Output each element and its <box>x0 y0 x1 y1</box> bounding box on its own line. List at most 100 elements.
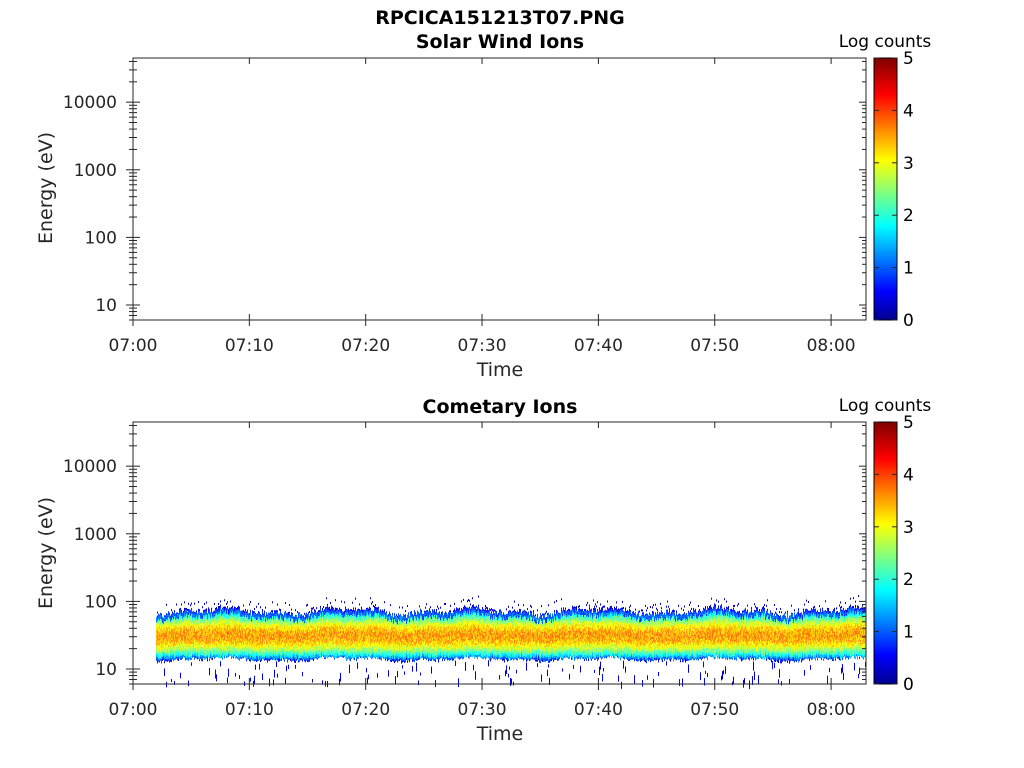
spectrogram-cell <box>209 628 210 631</box>
spectrogram-cell <box>229 647 230 650</box>
spectrogram-cell <box>189 623 190 626</box>
spectrogram-cell <box>157 619 158 622</box>
spectrogram-cell <box>280 633 281 635</box>
spectrogram-cell <box>309 653 310 656</box>
spectrogram-cell <box>268 638 269 641</box>
spectrogram-cell <box>240 638 241 641</box>
spectrogram-cell <box>274 638 275 641</box>
spectrogram-cell <box>265 617 266 620</box>
spectrogram-cell <box>168 623 169 626</box>
spectrogram-cell <box>178 616 179 619</box>
spectrogram-cell <box>244 619 245 622</box>
spectrogram-cell <box>337 632 338 635</box>
spectrogram-cell <box>320 651 321 654</box>
spectrogram-cell <box>181 648 182 650</box>
spectrogram-cell <box>196 652 197 655</box>
spectrogram-cell <box>297 651 298 654</box>
spectrogram-cell <box>280 655 281 657</box>
spectrogram-cell <box>313 624 314 627</box>
spectrogram-cell <box>202 649 203 652</box>
spectrogram-cell <box>275 616 276 619</box>
spectrogram-cell <box>196 640 197 643</box>
spectrogram-cell <box>201 612 202 615</box>
spectrogram-cell <box>257 615 258 618</box>
spectrogram-cell <box>193 633 194 636</box>
spectrogram-cell <box>297 643 298 646</box>
spectrogram-cell <box>244 651 245 654</box>
spectrogram-cell <box>332 628 333 631</box>
spectrogram-cell <box>289 623 290 626</box>
spectrogram-cell <box>161 651 162 654</box>
spectrogram-cell <box>236 630 237 633</box>
spectrogram-cell <box>175 653 176 656</box>
spectrogram-cell <box>162 630 163 633</box>
spectrogram-cell <box>215 625 216 628</box>
spectrogram-cell <box>269 678 270 687</box>
spectrogram-cell <box>221 629 222 632</box>
spectrogram-cell <box>222 639 223 642</box>
spectrogram-cell <box>283 619 284 622</box>
spectrogram-cell <box>346 642 347 645</box>
spectrogram-cell <box>328 611 329 614</box>
spectrogram-cell <box>305 658 306 661</box>
spectrogram-cell <box>176 626 177 629</box>
spectrogram-cell <box>236 652 237 655</box>
spectrogram-cell <box>215 649 216 652</box>
spectrogram-cell <box>325 615 326 618</box>
spectrogram-cell <box>333 607 334 610</box>
spectrogram-cell <box>245 612 246 615</box>
spectrogram-cell <box>187 647 188 650</box>
spectrogram-cell <box>286 643 287 645</box>
spectrogram-cell <box>246 633 247 636</box>
spectrogram-cell <box>326 650 327 653</box>
spectrogram-cell <box>190 639 191 642</box>
spectrogram-cell <box>229 627 230 630</box>
spectrogram-cell <box>159 656 160 659</box>
spectrogram-cell <box>190 625 191 628</box>
spectrogram-cell <box>227 638 228 640</box>
spectrogram-cell <box>323 618 324 621</box>
spectrogram-cell <box>220 626 221 629</box>
spectrogram-cell <box>188 656 189 659</box>
spectrogram-cell <box>220 604 221 607</box>
spectrogram-cell <box>212 658 213 661</box>
spectrogram-cell <box>219 606 220 608</box>
spectrogram-cell <box>221 653 222 656</box>
spectrogram-cell <box>164 651 165 654</box>
spectrogram-cell <box>256 656 257 658</box>
spectrogram-cell <box>203 626 204 629</box>
spectrogram-cell <box>340 632 341 635</box>
spectrogram-cell <box>340 636 341 639</box>
spectrogram-cell <box>244 625 245 628</box>
spectrogram-cell <box>196 636 197 639</box>
spectrogram-cell <box>298 622 299 625</box>
spectrogram-cell <box>166 681 167 688</box>
spectrogram-cell <box>223 652 224 655</box>
spectrogram-cell <box>314 629 315 632</box>
spectrogram-cell <box>325 649 326 652</box>
spectrogram-cell <box>189 635 190 638</box>
spectrogram-cell <box>165 639 166 642</box>
spectrogram-cell <box>325 621 326 624</box>
spectrogram-cell <box>166 627 167 630</box>
spectrogram-cell <box>334 615 335 618</box>
spectrogram-cell <box>213 613 214 616</box>
spectrogram-cell <box>255 646 256 649</box>
spectrogram-cell <box>311 637 312 640</box>
spectrogram-cell <box>349 610 350 613</box>
spectrogram-cell <box>221 655 222 658</box>
spectrogram-cell <box>287 614 288 617</box>
spectrogram-cell <box>193 621 194 624</box>
spectrogram-cell <box>346 618 347 621</box>
spectrogram-cell <box>211 629 212 632</box>
spectrogram-cell <box>184 647 185 650</box>
spectrogram-cell <box>184 609 185 612</box>
spectrogram-cell <box>349 640 350 643</box>
spectrogram-cell <box>298 658 299 661</box>
spectrogram-cell <box>277 622 278 625</box>
spectrogram-cell <box>255 640 256 643</box>
spectrogram-cell <box>330 650 331 653</box>
spectrogram-cell <box>216 637 217 640</box>
spectrogram-cell <box>267 646 268 649</box>
spectrogram-cell <box>336 655 337 658</box>
